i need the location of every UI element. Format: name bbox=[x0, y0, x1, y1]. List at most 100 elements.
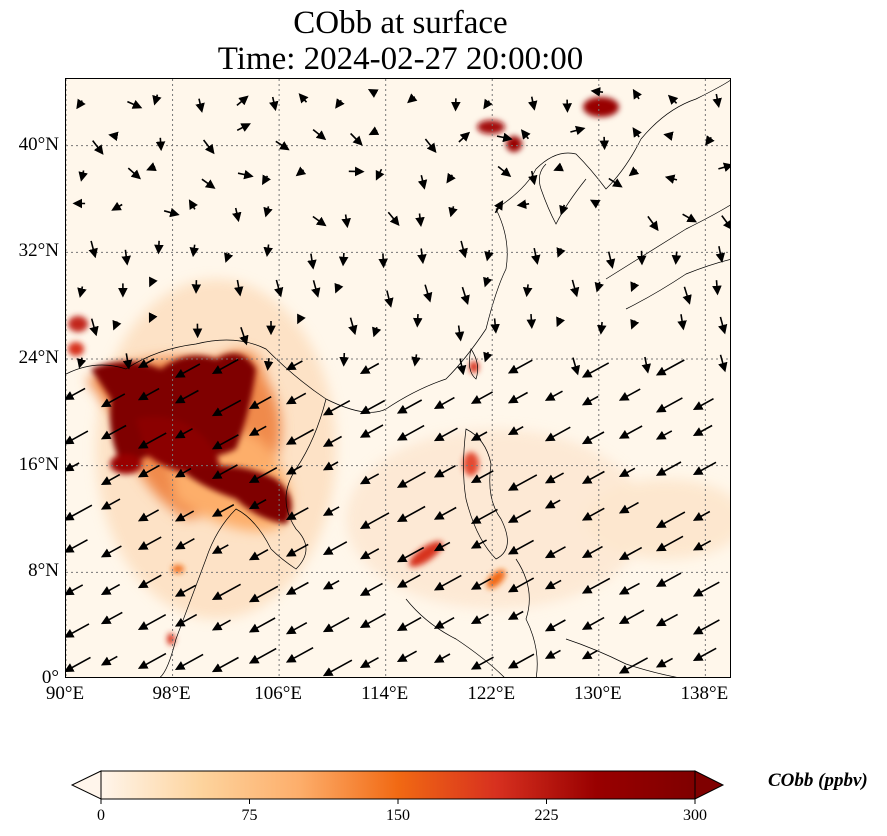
wind-arrow bbox=[396, 399, 423, 414]
wind-arrow bbox=[692, 581, 720, 597]
wind-arrow bbox=[338, 252, 349, 267]
wind-arrow bbox=[285, 428, 314, 445]
wind-arrow bbox=[581, 470, 605, 484]
latitude-tick-label: 8°N bbox=[28, 560, 59, 582]
latitude-tick-label: 40°N bbox=[18, 133, 59, 155]
colorbar-tick-label: 75 bbox=[241, 807, 258, 824]
wind-arrow bbox=[411, 354, 421, 367]
colorbar-tick-label: 300 bbox=[683, 807, 707, 824]
wind-arrow bbox=[137, 536, 162, 550]
wind-arrow bbox=[507, 610, 524, 620]
latitude-tick-label: 32°N bbox=[18, 240, 59, 262]
wind-arrow bbox=[544, 546, 566, 559]
wind-arrow bbox=[718, 354, 728, 373]
wind-arrow bbox=[589, 199, 601, 209]
wind-arrow bbox=[396, 505, 426, 523]
wind-arrow bbox=[66, 656, 91, 673]
wind-arrow bbox=[692, 647, 717, 662]
wind-arrow bbox=[507, 359, 533, 374]
wind-arrow bbox=[137, 358, 155, 368]
wind-arrow bbox=[359, 424, 384, 438]
map-title: CObb at surface bbox=[293, 5, 508, 41]
wind-arrow bbox=[285, 392, 307, 405]
wind-arrow bbox=[359, 399, 386, 415]
wind-arrow bbox=[322, 541, 348, 555]
wind-arrow bbox=[605, 251, 616, 269]
wind-arrow bbox=[655, 572, 682, 587]
wind-arrow bbox=[590, 87, 604, 97]
wind-arrow bbox=[618, 609, 645, 625]
longitude-tick-label: 130°E bbox=[573, 683, 622, 704]
wind-arrow bbox=[484, 249, 494, 262]
wind-arrow bbox=[581, 431, 605, 445]
wind-arrow bbox=[544, 579, 562, 590]
wind-arrow bbox=[359, 613, 386, 628]
wind-arrow bbox=[556, 247, 566, 258]
wind-arrow bbox=[423, 284, 433, 303]
wind-arrow bbox=[66, 387, 86, 400]
wind-arrow bbox=[516, 199, 530, 209]
wind-arrow bbox=[448, 206, 458, 218]
wind-arrow bbox=[76, 98, 86, 110]
wind-arrow bbox=[232, 207, 242, 223]
wind-arrow bbox=[559, 204, 569, 216]
wind-arrow bbox=[433, 396, 455, 409]
wind-arrow bbox=[470, 470, 494, 484]
wind-arrow bbox=[137, 652, 167, 669]
wind-arrow bbox=[295, 166, 307, 177]
wind-arrow bbox=[417, 175, 428, 190]
wind-arrow bbox=[285, 543, 309, 557]
latitude-tick-label: 16°N bbox=[18, 453, 59, 475]
wind-arrow bbox=[483, 351, 493, 363]
wind-arrow bbox=[396, 424, 425, 441]
wind-arrow bbox=[433, 574, 462, 591]
wind-arrow bbox=[608, 177, 623, 188]
wind-arrow bbox=[483, 98, 493, 110]
wind-arrow bbox=[248, 617, 276, 633]
wind-arrow bbox=[682, 286, 692, 305]
wind-arrow bbox=[100, 545, 122, 558]
longitude-tick-label: 98°E bbox=[152, 683, 191, 704]
wind-arrow bbox=[544, 472, 564, 484]
wind-arrow bbox=[632, 88, 642, 100]
wind-arrow bbox=[692, 424, 713, 437]
wind-arrow bbox=[433, 506, 457, 520]
wind-arrow bbox=[152, 94, 162, 106]
wind-arrow bbox=[470, 508, 498, 524]
wind-arrow bbox=[174, 510, 195, 522]
wind-arrow bbox=[570, 357, 581, 376]
wind-arrow bbox=[618, 546, 643, 561]
wind-arrow bbox=[248, 585, 279, 603]
latitude-tick-label: 0° bbox=[41, 667, 59, 688]
wind-arrow bbox=[387, 211, 400, 226]
wind-arrow bbox=[359, 473, 380, 485]
wind-arrow bbox=[378, 253, 388, 269]
wind-arrow bbox=[66, 539, 88, 553]
wind-arrow bbox=[89, 318, 99, 337]
wind-arrow bbox=[433, 653, 451, 663]
wind-arrow bbox=[712, 280, 722, 296]
wind-arrow bbox=[211, 544, 229, 554]
wind-arrow bbox=[174, 389, 199, 404]
wind-arrow bbox=[121, 249, 131, 266]
wind-arrow bbox=[655, 430, 673, 440]
wind-arrow bbox=[211, 583, 241, 601]
wind-arrow bbox=[195, 98, 205, 113]
wind-arrow bbox=[507, 474, 538, 491]
wind-arrow bbox=[470, 578, 492, 590]
wind-arrow bbox=[647, 215, 659, 232]
wind-arrow bbox=[137, 613, 167, 630]
wind-arrow bbox=[433, 464, 456, 478]
wind-arrow bbox=[667, 94, 679, 105]
wind-arrow bbox=[655, 657, 673, 668]
wind-arrow bbox=[154, 240, 164, 255]
wind-arrow bbox=[544, 649, 561, 659]
wind-arrow bbox=[248, 647, 277, 664]
map-canvas bbox=[66, 79, 730, 677]
wind-arrow bbox=[322, 435, 342, 447]
wind-arrow bbox=[594, 281, 604, 293]
colorbar-tick-label: 0 bbox=[97, 807, 105, 824]
wind-arrow bbox=[211, 619, 231, 631]
wind-arrow bbox=[307, 253, 317, 270]
wind-arrow bbox=[655, 535, 684, 552]
